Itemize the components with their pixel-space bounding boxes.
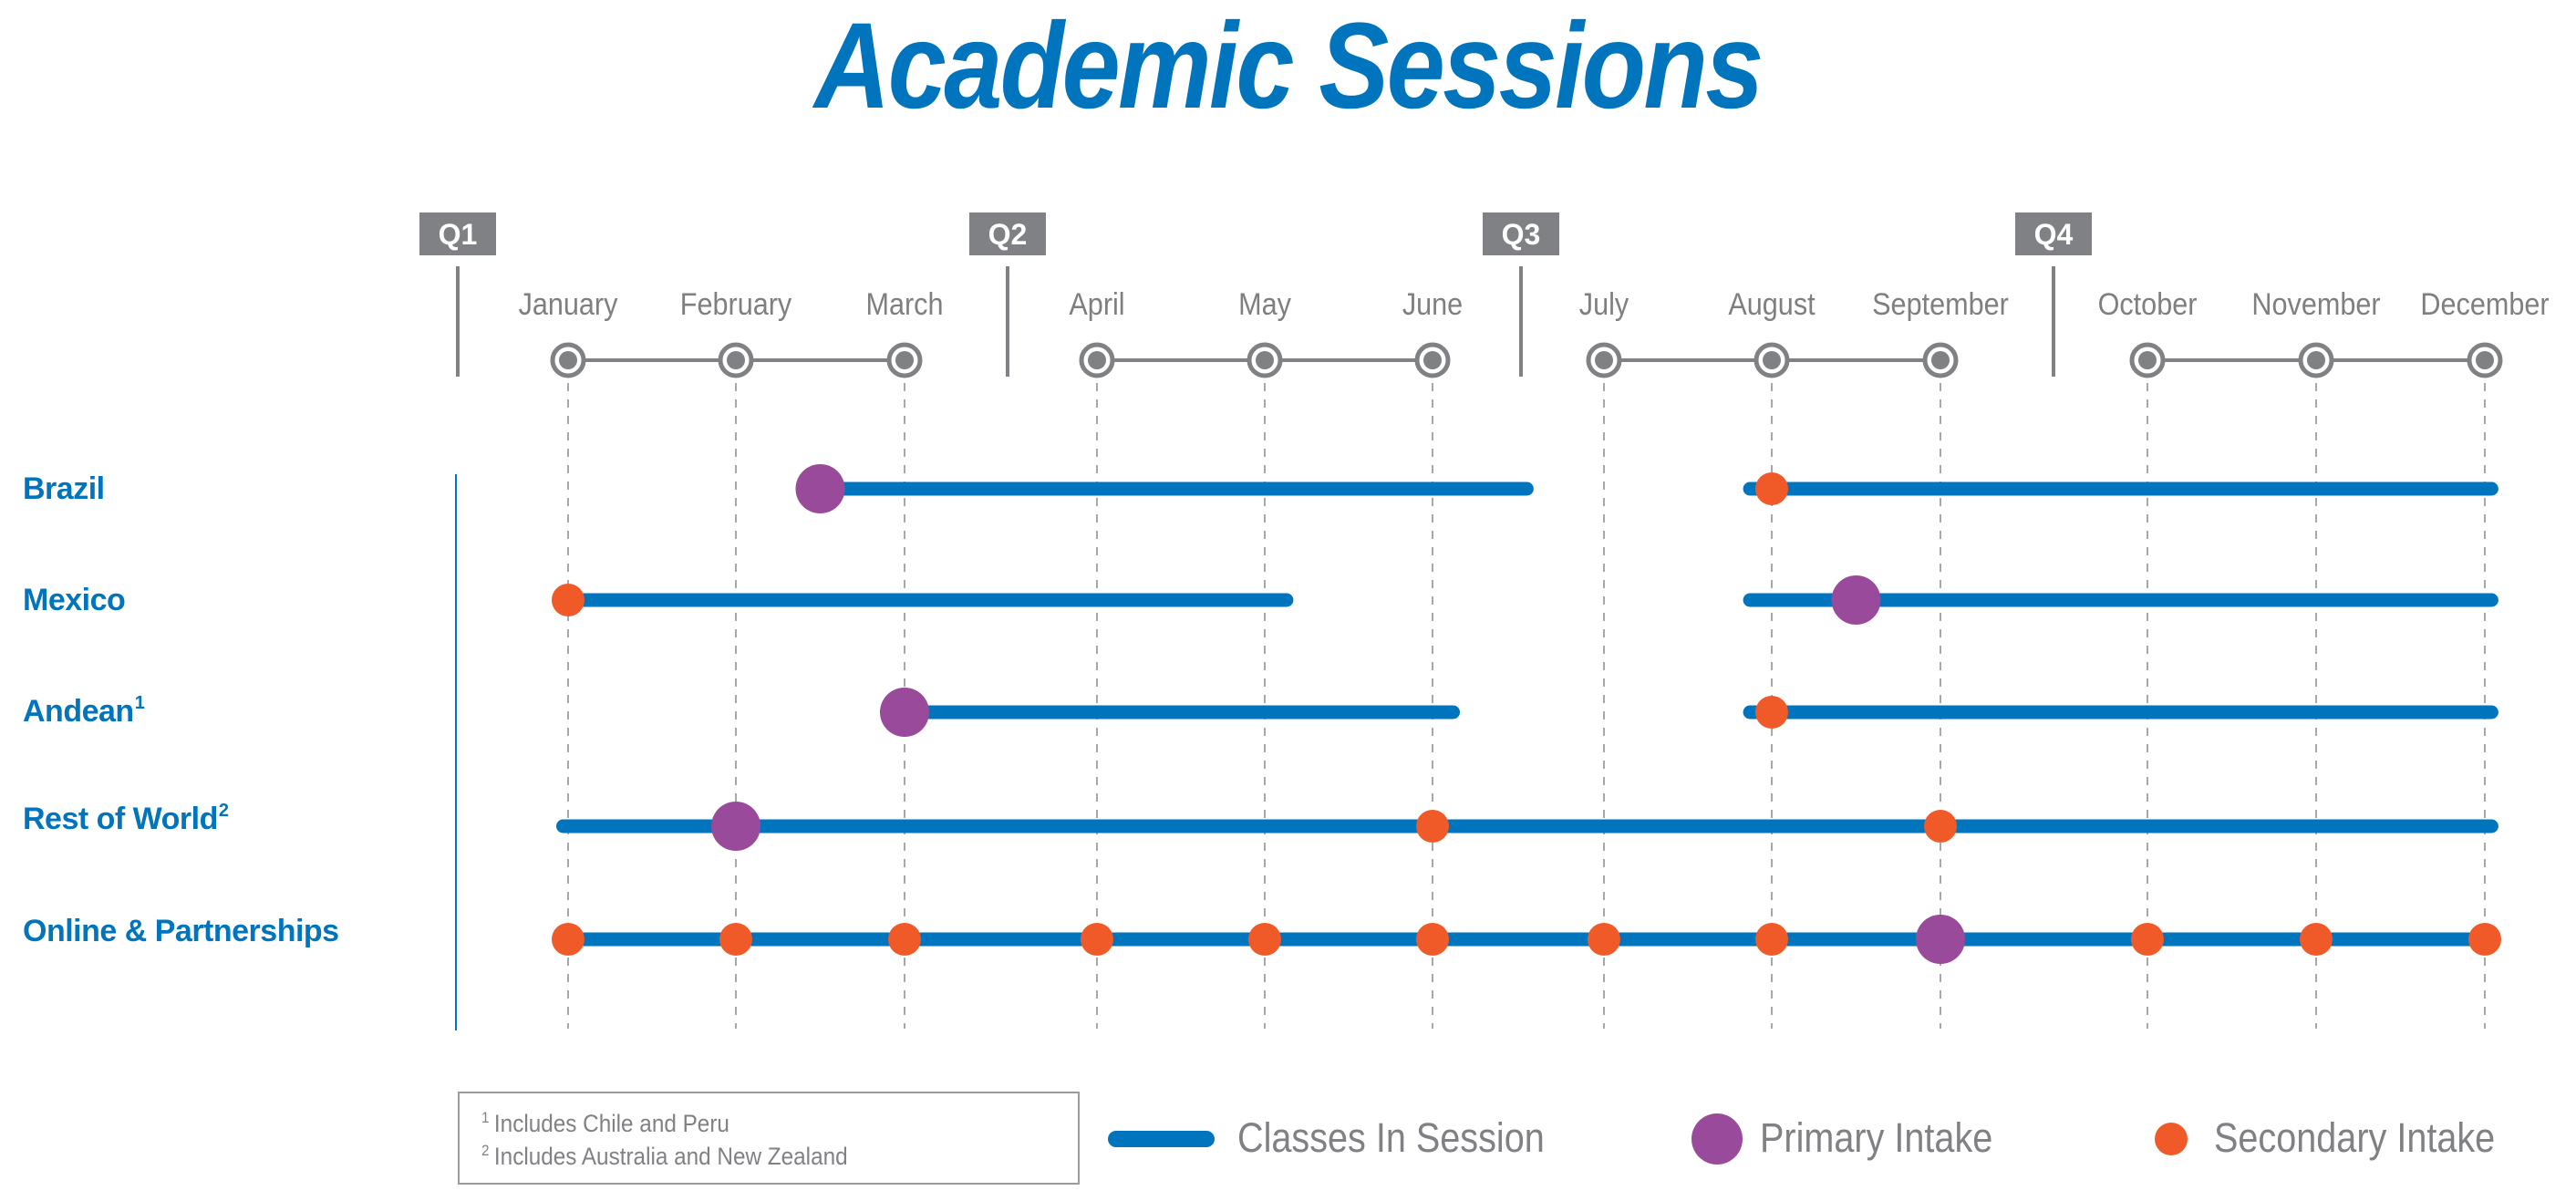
month-node-dot-icon: [1931, 351, 1950, 369]
month-label-september: September: [1872, 287, 2009, 322]
secondary-intake-dot-icon: [888, 923, 921, 956]
month-label-july: July: [1578, 287, 1629, 322]
legend-secondary-label: Secondary Intake: [2214, 1114, 2496, 1161]
secondary-intake-dot-icon: [552, 584, 585, 616]
month-label-june: June: [1402, 287, 1464, 322]
month-label-december: December: [2420, 287, 2550, 322]
quarter-q4-badge: Q4: [2015, 212, 2092, 255]
row-label-text: Online & Partnerships: [23, 914, 339, 948]
secondary-intake-dot-icon: [1755, 923, 1788, 956]
month-label-august: August: [1728, 287, 1816, 322]
month-label-april: April: [1069, 287, 1125, 322]
month-label-october: October: [2097, 287, 2198, 322]
row-label-andean: Andean1: [23, 693, 145, 729]
primary-intake-dot-icon: [880, 688, 929, 737]
row-label-text: Brazil: [23, 471, 105, 506]
footnote-text: Includes Australia and New Zealand: [493, 1143, 848, 1170]
legend-session-line-icon: [1108, 1131, 1215, 1147]
secondary-intake-dot-icon: [2300, 923, 2333, 956]
row-label-text: Rest of World: [23, 802, 218, 836]
legend-primary-label: Primary Intake: [1760, 1114, 1993, 1161]
footnote-mark: 1: [481, 1109, 490, 1126]
month-node-dot-icon: [727, 351, 745, 369]
month-label-february: February: [679, 287, 792, 322]
footnote-text: Includes Chile and Peru: [493, 1110, 729, 1137]
row-label-text: Mexico: [23, 583, 126, 617]
footnote-marker: 2: [218, 801, 229, 821]
legend-secondary-dot-icon: [2155, 1123, 2188, 1155]
secondary-intake-dot-icon: [1755, 696, 1788, 729]
intake-markers: [552, 464, 2501, 964]
month-label-march: March: [865, 287, 944, 322]
footnote-2: 2 Includes Australia and New Zealand: [481, 1142, 848, 1170]
quarter-q1-badge: Q1: [419, 212, 496, 255]
secondary-intake-dot-icon: [1588, 923, 1620, 956]
footnote-1: 1 Includes Chile and Peru: [481, 1109, 729, 1137]
month-node-dot-icon: [559, 351, 577, 369]
secondary-intake-dot-icon: [1248, 923, 1281, 956]
footnotes-box: 1 Includes Chile and Peru 2 Includes Austr…: [458, 1092, 1080, 1185]
session-bars: [555, 481, 2498, 947]
row-label-text: Andean: [23, 694, 134, 729]
month-node-dot-icon: [1256, 351, 1274, 369]
month-node-dot-icon: [2138, 351, 2157, 369]
secondary-intake-dot-icon: [2468, 923, 2501, 956]
month-node-dot-icon: [2307, 351, 2325, 369]
chart-title: Academic Sessions: [814, 0, 1764, 134]
row-label-online-partnerships: Online & Partnerships: [23, 916, 339, 947]
quarter-q2-badge: Q2: [969, 212, 1046, 255]
secondary-intake-dot-icon: [1924, 810, 1957, 843]
footnote-marker: 1: [134, 693, 145, 713]
month-label-may: May: [1238, 287, 1291, 322]
footnote-mark: 2: [481, 1142, 490, 1159]
row-label-rest-of-world: Rest of World2: [23, 801, 229, 836]
month-axis: [455, 266, 2503, 1030]
month-node-dot-icon: [895, 351, 914, 369]
month-label-november: November: [2251, 287, 2381, 322]
secondary-intake-dot-icon: [1416, 923, 1449, 956]
primary-intake-dot-icon: [711, 802, 760, 851]
legend-primary-dot-icon: [1691, 1113, 1743, 1165]
secondary-intake-dot-icon: [1755, 472, 1788, 505]
legend-session-label: Classes In Session: [1237, 1114, 1545, 1161]
secondary-intake-dot-icon: [552, 923, 585, 956]
month-node-dot-icon: [1088, 351, 1106, 369]
month-node-dot-icon: [2476, 351, 2494, 369]
month-label-january: January: [518, 287, 618, 322]
row-label-brazil: Brazil: [23, 473, 105, 504]
row-label-mexico: Mexico: [23, 583, 126, 617]
secondary-intake-dot-icon: [1416, 810, 1449, 843]
month-node-dot-icon: [1595, 351, 1613, 369]
secondary-intake-dot-icon: [1081, 923, 1113, 956]
month-node-dot-icon: [1423, 351, 1442, 369]
primary-intake-dot-icon: [1831, 575, 1881, 625]
secondary-intake-dot-icon: [2131, 923, 2164, 956]
month-node-dot-icon: [1763, 351, 1781, 369]
quarter-q3-badge: Q3: [1483, 212, 1559, 255]
primary-intake-dot-icon: [1916, 915, 1965, 964]
secondary-intake-dot-icon: [719, 923, 752, 956]
primary-intake-dot-icon: [795, 464, 845, 513]
